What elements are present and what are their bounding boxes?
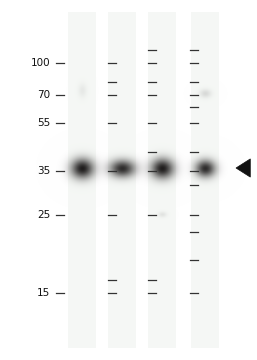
Text: 35: 35 <box>37 166 50 176</box>
Polygon shape <box>236 159 250 177</box>
Text: 100: 100 <box>30 58 50 68</box>
Text: 15: 15 <box>37 288 50 298</box>
Text: 70: 70 <box>37 90 50 100</box>
Text: 55: 55 <box>37 118 50 128</box>
Text: 25: 25 <box>37 210 50 220</box>
